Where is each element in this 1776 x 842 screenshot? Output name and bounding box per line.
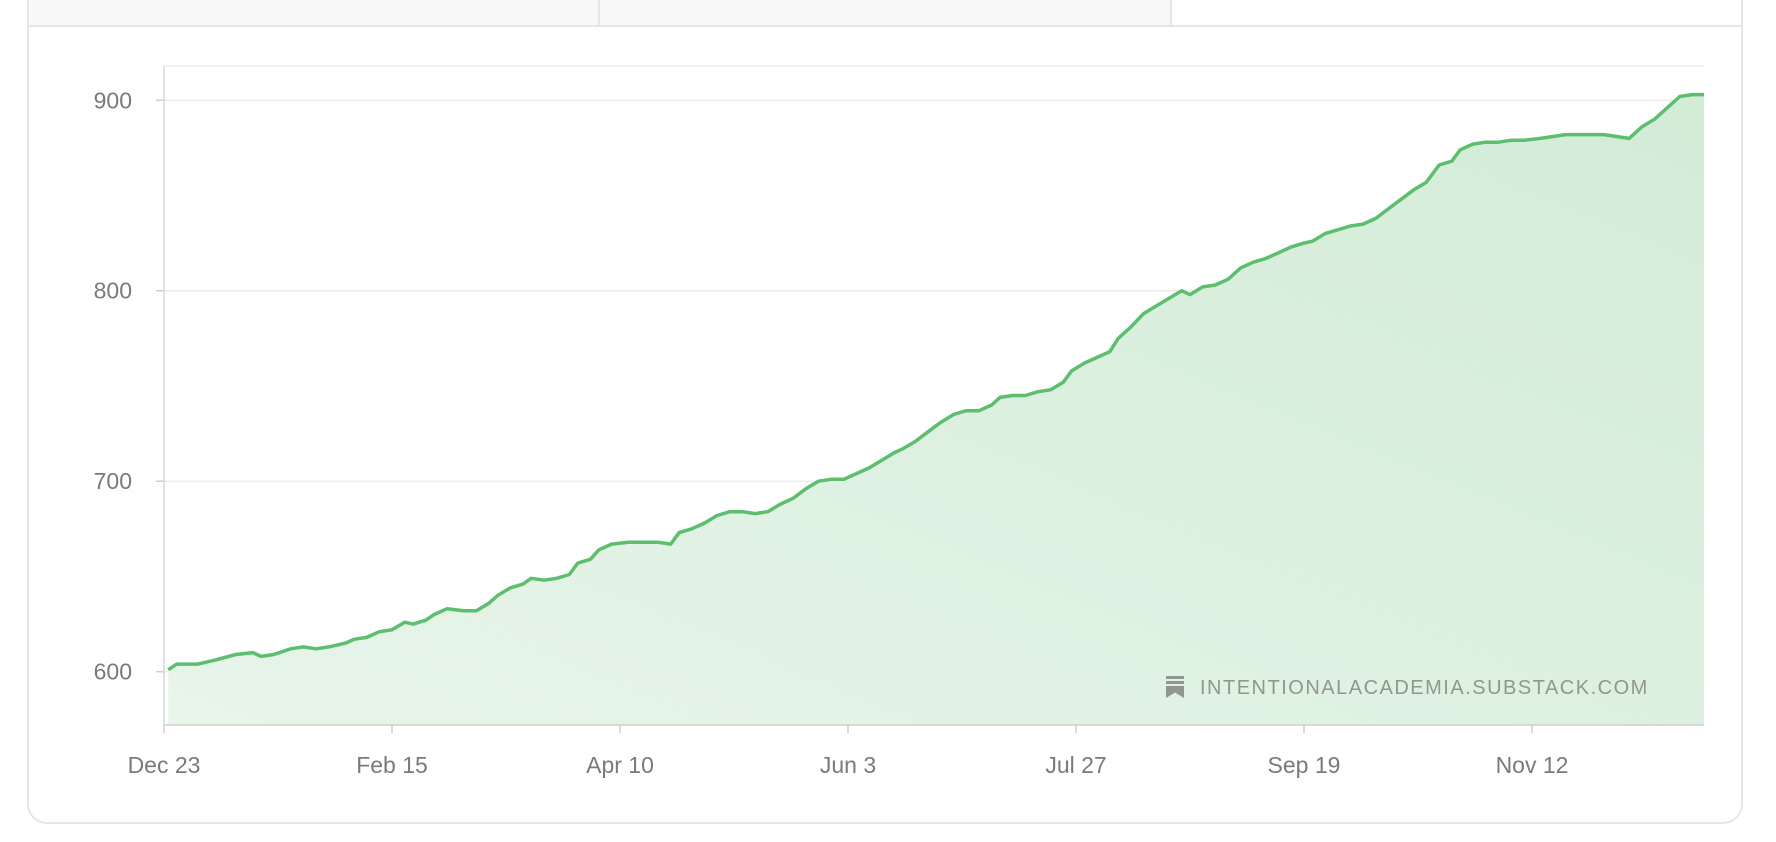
x-tick-label: Sep 19 <box>1268 752 1341 778</box>
x-tick-label: Nov 12 <box>1496 752 1569 778</box>
x-tick-label: Apr 10 <box>586 752 654 778</box>
y-tick-label: 900 <box>94 87 132 113</box>
y-tick-label: 700 <box>94 468 132 494</box>
series-line <box>167 92 1704 672</box>
tab-3[interactable] <box>1171 0 1741 27</box>
area-layer <box>167 92 1705 726</box>
x-tick-label: Feb 15 <box>356 752 428 778</box>
axes <box>163 65 1704 726</box>
y-tick-label: 800 <box>94 278 132 304</box>
series-area <box>168 94 1705 726</box>
x-tick-labels: Dec 23 Feb 15 Apr 10 Jun 3 Jul 27 Sep 19 Nov 1… <box>128 725 1569 778</box>
x-tick-label: Jun 3 <box>820 752 876 778</box>
y-tick-label: 600 <box>94 659 132 685</box>
x-tick-label: Jul 27 <box>1045 752 1106 778</box>
tab-strip <box>29 0 1741 27</box>
watermark: INTENTIONALACADEMIA.SUBSTACK.COM <box>1166 676 1649 699</box>
x-tick-label: Dec 23 <box>128 752 201 778</box>
bookmark-icon <box>1166 676 1184 698</box>
tab-2[interactable] <box>600 0 1172 27</box>
y-tick-labels: 600 700 800 900 <box>94 87 132 684</box>
watermark-text: INTENTIONALACADEMIA.SUBSTACK.COM <box>1200 677 1649 699</box>
tab-1[interactable] <box>29 0 601 27</box>
